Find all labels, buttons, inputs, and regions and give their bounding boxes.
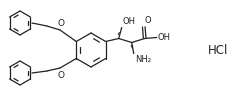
Text: OH: OH bbox=[158, 33, 171, 42]
Text: O: O bbox=[58, 18, 64, 28]
Text: OH: OH bbox=[123, 17, 136, 26]
Text: O: O bbox=[145, 16, 151, 25]
Text: HCl: HCl bbox=[208, 44, 228, 58]
Text: NH₂: NH₂ bbox=[135, 55, 151, 64]
Text: O: O bbox=[58, 70, 64, 79]
